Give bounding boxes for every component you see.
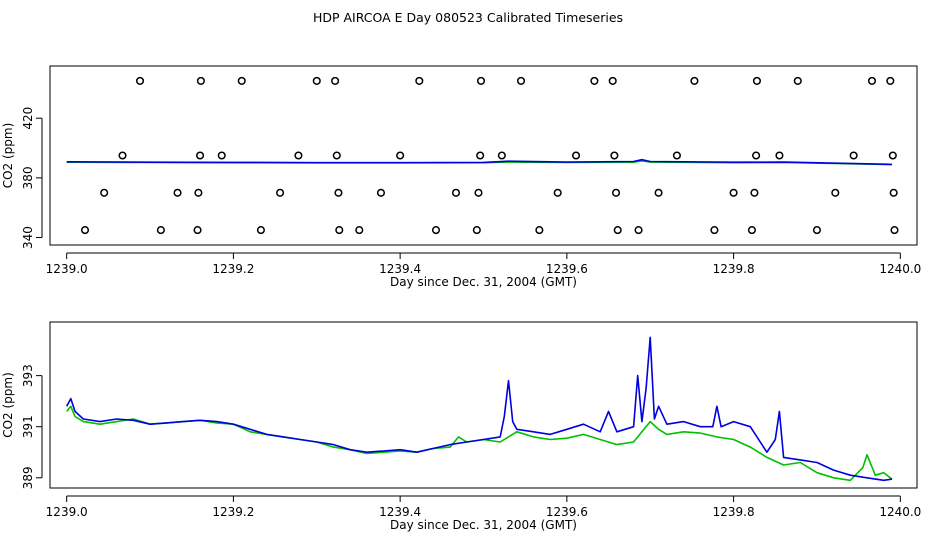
data-point	[173, 188, 182, 197]
data-point	[812, 226, 822, 235]
data-point	[752, 76, 761, 85]
x-tick-label: 1240.0	[879, 262, 921, 276]
data-point	[867, 76, 877, 85]
data-point	[476, 76, 486, 85]
panel-bottom: 1239.0 1239.2 1239.4 1239.6 1239.8 1240.0 Day …	[1, 321, 921, 532]
data-point	[217, 151, 226, 160]
data-point	[535, 226, 544, 235]
x-tick-label: 1239.2	[212, 262, 254, 276]
x-axis-label: Day since Dec. 31, 2004 (GMT)	[390, 518, 577, 532]
x-tick-label: 1239.0	[46, 262, 88, 276]
y-tick-label: 389	[21, 466, 35, 489]
series-line-1	[66, 405, 893, 482]
x-tick-label: 1240.0	[879, 505, 921, 519]
data-point	[849, 151, 858, 160]
x-tick-label: 1239.0	[46, 505, 88, 519]
x-axis-label: Day since Dec. 31, 2004 (GMT)	[390, 275, 577, 289]
series-line-2	[65, 336, 893, 482]
x-tick-label: 1239.2	[212, 505, 254, 519]
x-tick-label: 1239.8	[713, 505, 755, 519]
data-point	[376, 188, 386, 197]
data-point	[415, 76, 424, 85]
data-point	[613, 226, 622, 235]
data-point	[752, 151, 761, 160]
data-point	[451, 188, 461, 197]
data-point	[690, 76, 699, 85]
data-point	[497, 151, 506, 160]
data-point	[196, 76, 205, 85]
x-tick-label: 1239.4	[379, 262, 421, 276]
data-point	[886, 76, 895, 85]
y-axis-label: CO2 (ppm)	[1, 372, 15, 438]
y-tick-label: 420	[21, 107, 35, 130]
data-point	[135, 76, 145, 85]
data-point	[194, 188, 203, 197]
data-point	[476, 151, 485, 160]
data-point	[196, 151, 205, 160]
data-point	[793, 76, 802, 85]
x-tick-label: 1239.6	[546, 505, 588, 519]
data-point	[889, 188, 898, 197]
x-tick-label: 1239.6	[546, 262, 588, 276]
plot-frame	[49, 321, 918, 489]
data-point	[608, 76, 617, 85]
plot-frame	[49, 65, 918, 246]
data-point	[747, 226, 756, 235]
data-point	[294, 151, 303, 160]
panel-top: 1239.0 1239.2 1239.4 1239.6 1239.8 1240.0 Day …	[1, 65, 921, 289]
data-point	[100, 188, 109, 197]
data-point	[331, 76, 340, 85]
data-point	[590, 76, 599, 85]
data-point	[831, 188, 840, 197]
data-point	[334, 188, 343, 197]
data-point	[193, 226, 202, 235]
data-point	[118, 151, 127, 160]
y-axis-label: CO2 (ppm)	[1, 123, 15, 189]
data-point	[312, 76, 321, 85]
data-point	[610, 151, 619, 160]
data-point	[750, 188, 759, 197]
data-point	[571, 151, 581, 160]
data-point	[553, 188, 562, 197]
data-point	[710, 226, 719, 235]
data-point	[888, 151, 897, 160]
y-tick-label: 393	[21, 364, 35, 387]
data-point	[355, 226, 364, 235]
figure-title: HDP AIRCOA E Day 080523 Calibrated Times…	[313, 10, 623, 25]
data-point	[80, 226, 90, 235]
y-tick-label: 380	[21, 166, 35, 189]
data-point	[729, 188, 738, 197]
data-point	[775, 151, 784, 160]
data-point	[612, 188, 621, 197]
y-tick-label: 391	[21, 415, 35, 438]
data-point	[396, 151, 405, 160]
data-point	[654, 188, 663, 197]
data-point	[516, 76, 526, 85]
x-tick-label: 1239.4	[379, 505, 421, 519]
data-point	[472, 226, 481, 235]
data-point	[890, 226, 899, 235]
y-tick-label: 340	[21, 226, 35, 249]
x-tick-label: 1239.8	[713, 262, 755, 276]
data-point	[276, 188, 285, 197]
data-point	[332, 151, 341, 160]
data-point	[431, 226, 441, 235]
data-point	[237, 76, 246, 85]
data-point	[474, 188, 483, 197]
data-point	[256, 226, 265, 235]
data-point	[672, 151, 681, 160]
data-point	[156, 226, 165, 235]
data-point	[335, 226, 344, 235]
series-line-3	[66, 158, 893, 166]
data-point	[634, 226, 643, 235]
